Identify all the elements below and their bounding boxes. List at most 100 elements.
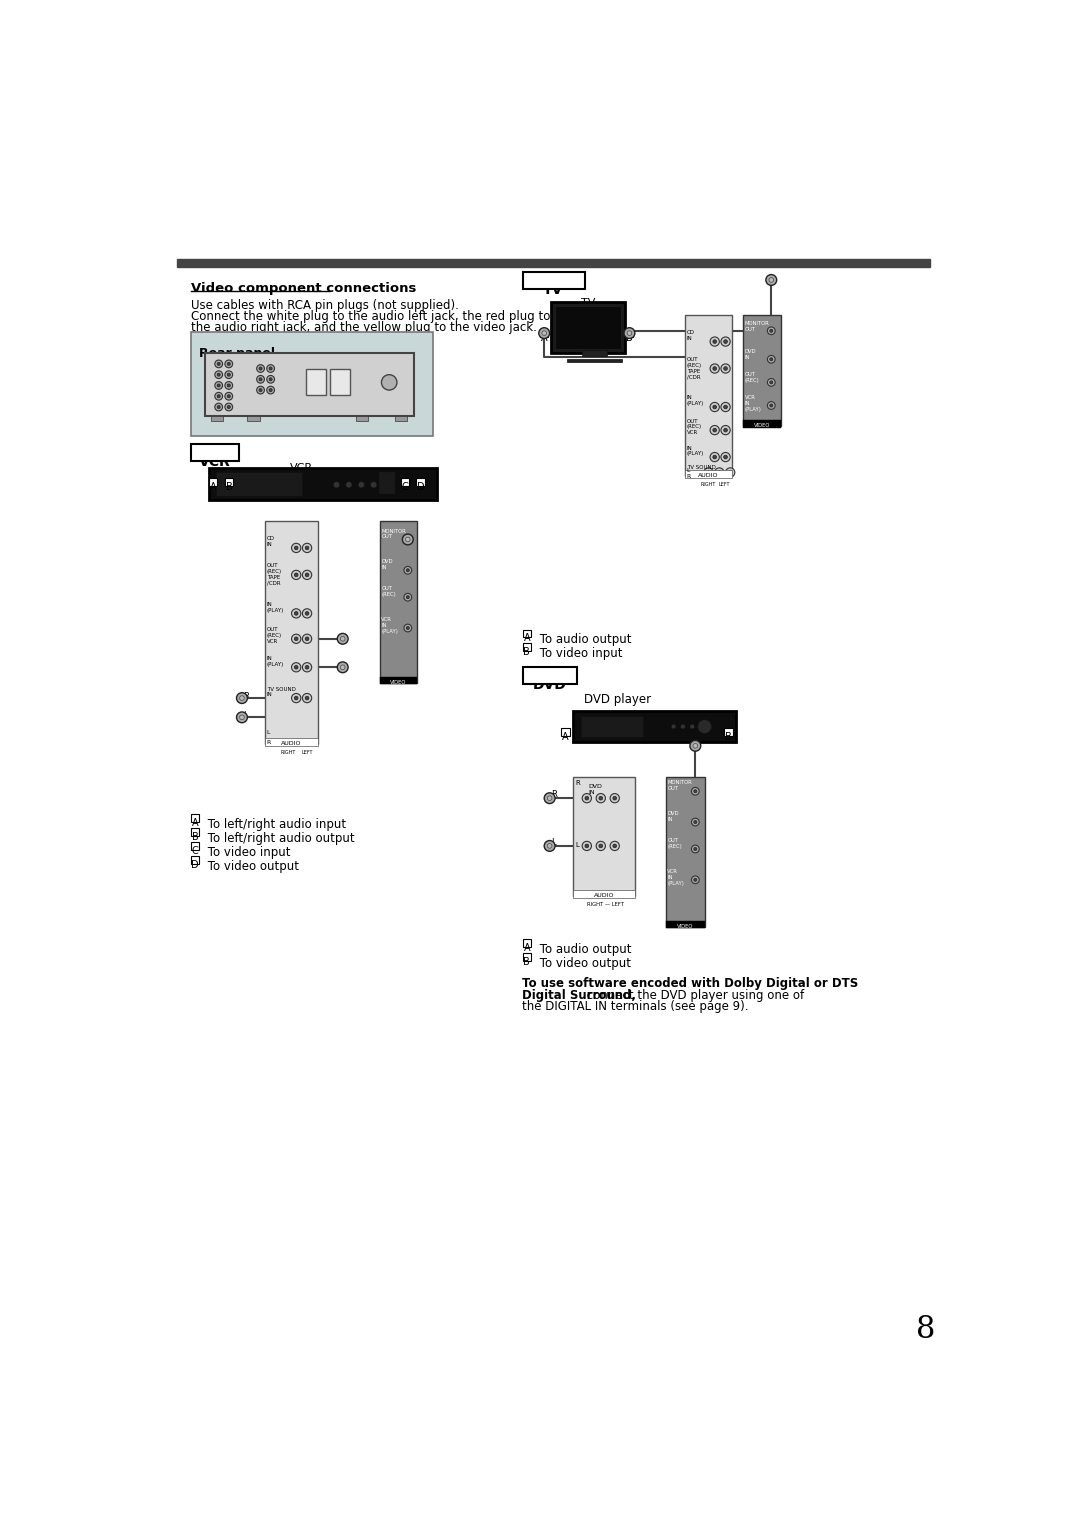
Circle shape	[406, 596, 409, 599]
Bar	[572, 712, 735, 743]
Text: To audio output: To audio output	[536, 634, 631, 646]
Text: L: L	[243, 712, 248, 720]
Circle shape	[612, 844, 617, 848]
Circle shape	[215, 381, 222, 389]
Circle shape	[225, 403, 232, 410]
FancyBboxPatch shape	[625, 329, 633, 337]
Text: OUT
(REC)
TAPE
/CDR: OUT (REC) TAPE /CDR	[267, 563, 282, 586]
Text: To left/right audio input: To left/right audio input	[204, 818, 346, 831]
Circle shape	[680, 724, 685, 729]
Circle shape	[721, 364, 730, 374]
Circle shape	[404, 625, 411, 632]
Circle shape	[693, 821, 697, 824]
Circle shape	[306, 547, 309, 550]
Circle shape	[599, 796, 603, 801]
Text: To use software encoded with Dolby Digital or DTS: To use software encoded with Dolby Digit…	[523, 977, 859, 991]
Circle shape	[691, 818, 699, 825]
FancyBboxPatch shape	[416, 478, 424, 485]
Text: MONITOR
OUT: MONITOR OUT	[745, 322, 770, 332]
Text: DVD: DVD	[532, 678, 567, 692]
Text: L: L	[687, 468, 690, 473]
Circle shape	[217, 374, 220, 377]
Circle shape	[259, 378, 262, 381]
Circle shape	[302, 544, 312, 553]
Circle shape	[406, 626, 409, 629]
Circle shape	[724, 406, 728, 409]
Circle shape	[225, 371, 232, 378]
Text: OUT
(REC): OUT (REC)	[667, 837, 683, 850]
Circle shape	[240, 715, 244, 720]
Circle shape	[337, 661, 348, 672]
Bar	[666, 776, 704, 926]
Circle shape	[292, 634, 301, 643]
Circle shape	[227, 406, 230, 409]
Text: To video output: To video output	[204, 860, 299, 873]
Text: LEFT: LEFT	[718, 482, 730, 487]
Circle shape	[599, 844, 603, 848]
Circle shape	[302, 694, 312, 703]
Bar	[379, 473, 394, 495]
FancyBboxPatch shape	[523, 643, 531, 651]
Circle shape	[227, 363, 230, 366]
Circle shape	[340, 664, 345, 669]
Bar	[356, 416, 368, 421]
Text: A: A	[524, 634, 530, 643]
Text: VCR
IN
(PLAY): VCR IN (PLAY)	[667, 870, 685, 885]
Text: CD
IN: CD IN	[267, 536, 274, 547]
Text: OUT
(REC)
VCR: OUT (REC) VCR	[267, 628, 282, 645]
Text: AUDIO: AUDIO	[594, 893, 615, 897]
Text: B: B	[725, 732, 731, 743]
Circle shape	[302, 570, 312, 580]
Circle shape	[225, 360, 232, 367]
Text: OUT
(REC): OUT (REC)	[745, 372, 759, 383]
Circle shape	[292, 609, 301, 619]
Text: To video input: To video input	[536, 648, 622, 660]
Text: Digital Surround,: Digital Surround,	[523, 989, 636, 1003]
Bar	[247, 416, 260, 421]
Circle shape	[404, 594, 411, 602]
Text: VIDEO: VIDEO	[677, 923, 693, 929]
Bar	[211, 416, 224, 421]
Bar	[572, 776, 635, 896]
Circle shape	[691, 845, 699, 853]
Text: To audio output: To audio output	[536, 943, 631, 955]
Bar	[581, 717, 643, 738]
Text: R: R	[267, 741, 271, 746]
Bar	[380, 521, 417, 683]
Circle shape	[612, 796, 617, 801]
Text: DVD
IN: DVD IN	[745, 349, 756, 360]
FancyBboxPatch shape	[724, 729, 732, 736]
Text: VCR
IN
(PLAY): VCR IN (PLAY)	[381, 617, 399, 634]
Bar	[191, 444, 239, 461]
Circle shape	[710, 403, 719, 412]
Text: R: R	[576, 781, 580, 787]
Circle shape	[610, 793, 619, 802]
Circle shape	[217, 363, 220, 366]
Circle shape	[710, 426, 719, 435]
Text: VCR: VCR	[291, 464, 313, 473]
Circle shape	[770, 404, 773, 407]
Circle shape	[724, 340, 728, 343]
Circle shape	[770, 358, 773, 361]
Circle shape	[693, 744, 698, 749]
Circle shape	[582, 793, 592, 802]
Circle shape	[240, 695, 244, 700]
Circle shape	[257, 386, 265, 393]
Text: the DIGITAL IN terminals (see page 9).: the DIGITAL IN terminals (see page 9).	[523, 1000, 750, 1014]
FancyBboxPatch shape	[191, 856, 200, 863]
Circle shape	[713, 340, 716, 343]
Circle shape	[269, 367, 272, 371]
FancyBboxPatch shape	[523, 952, 531, 960]
Text: B: B	[625, 334, 633, 343]
Circle shape	[691, 787, 699, 795]
Bar	[380, 677, 417, 684]
Circle shape	[769, 277, 773, 282]
Circle shape	[346, 482, 352, 488]
Circle shape	[292, 663, 301, 672]
Text: VCR: VCR	[199, 455, 231, 468]
Text: D: D	[191, 860, 199, 870]
Circle shape	[403, 534, 414, 545]
Circle shape	[215, 371, 222, 378]
Circle shape	[724, 455, 728, 459]
Text: R: R	[687, 475, 691, 479]
